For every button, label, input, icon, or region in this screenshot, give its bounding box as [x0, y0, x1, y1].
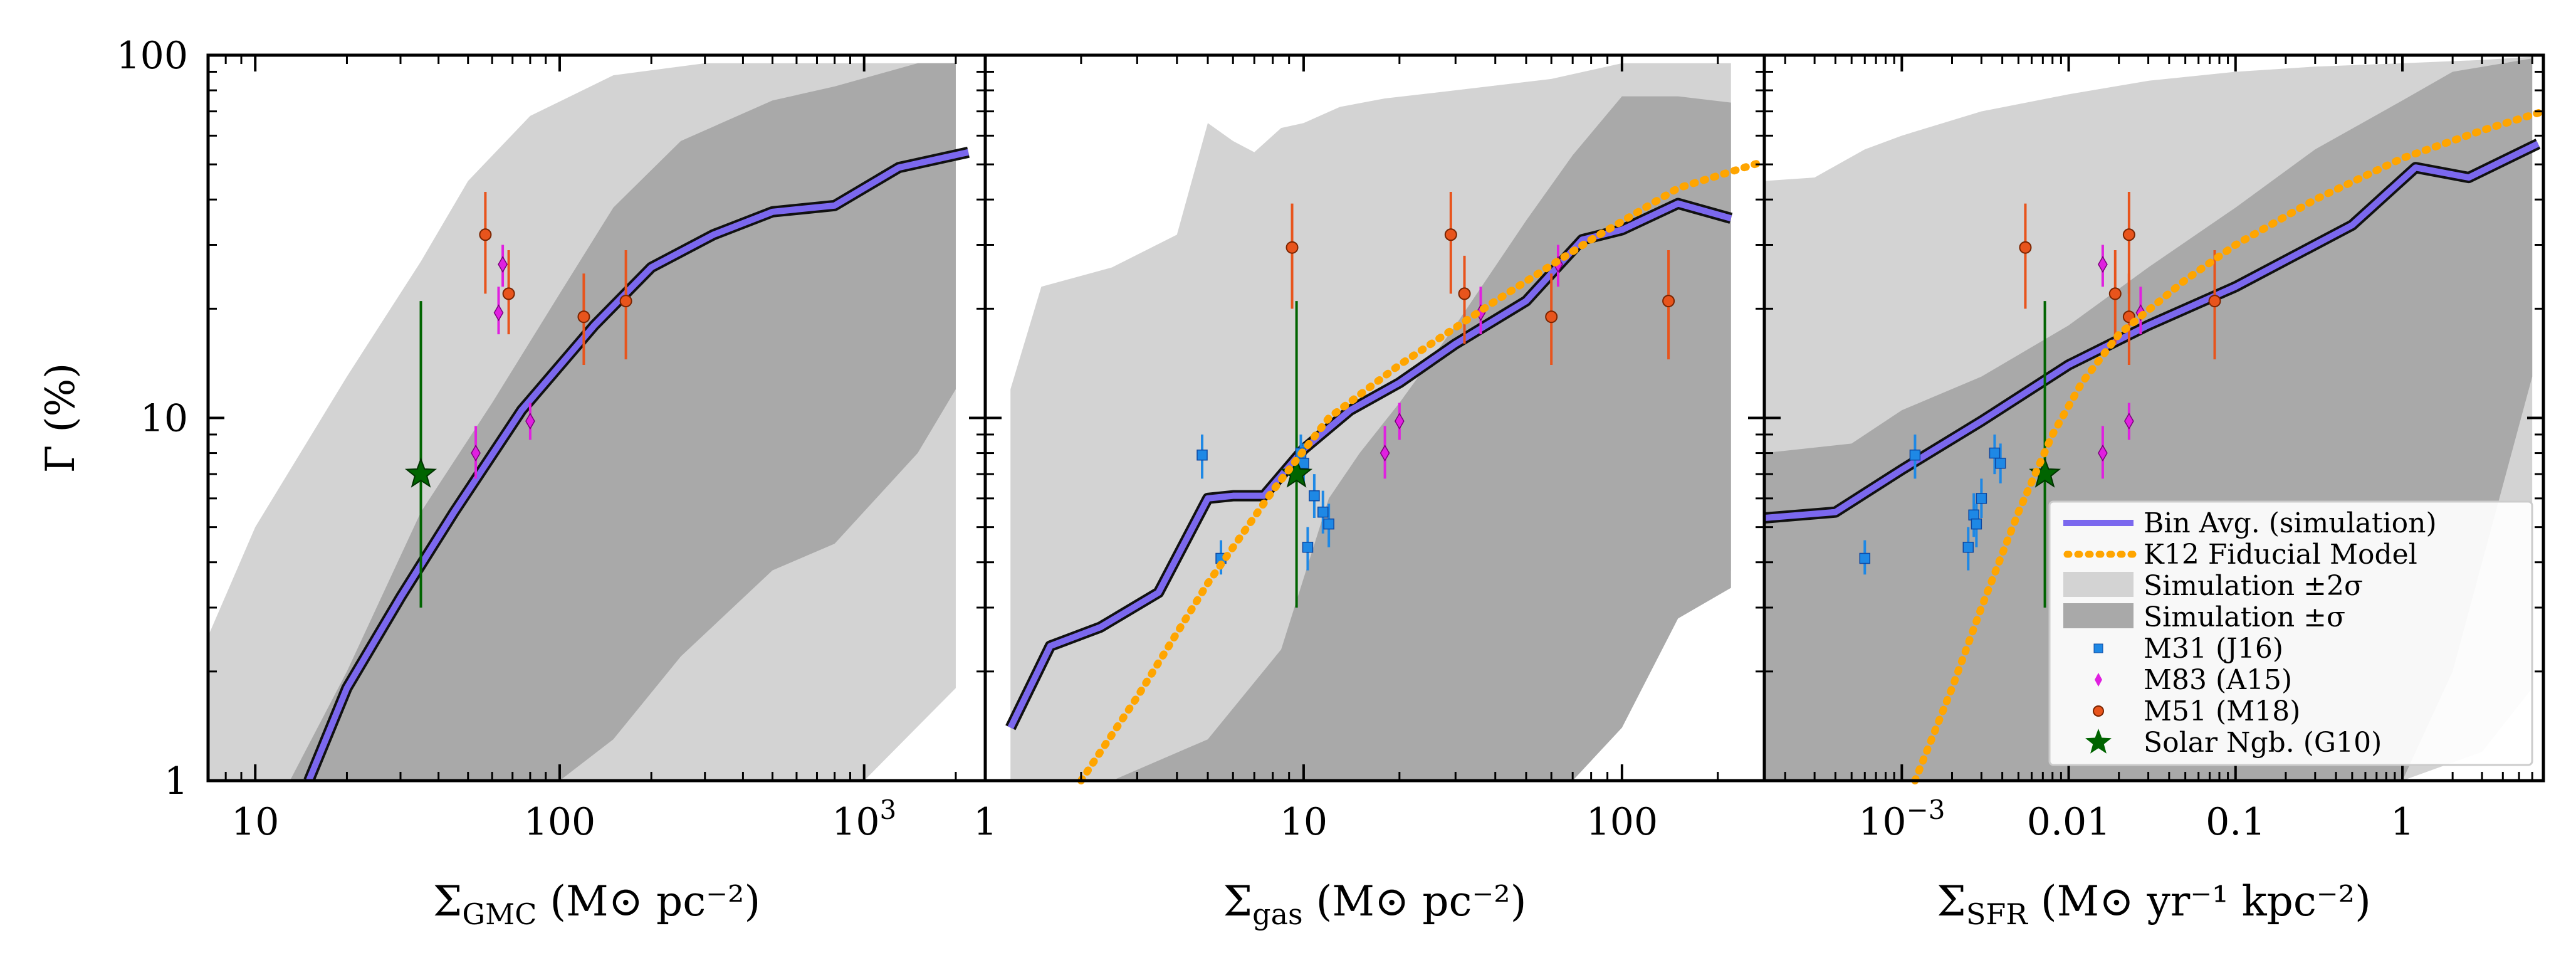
m31-point	[1302, 542, 1314, 553]
m51-point	[2019, 241, 2032, 254]
legend-item-k12: K12 Fiducial Model	[2063, 539, 2417, 571]
plot-area	[1005, 63, 1733, 781]
m51-point	[2122, 228, 2135, 241]
m31-point	[1909, 449, 1921, 461]
x-tick-label: 0.01	[2027, 800, 2111, 844]
x-ticks	[207, 55, 957, 781]
x-tick-label: 10	[1280, 800, 1327, 844]
m51-point	[1545, 310, 1558, 324]
m31-point	[1317, 506, 1329, 518]
band-1sigma	[290, 63, 956, 781]
y-tick-label: 100	[116, 34, 188, 78]
panels: 10 100 103 ΣGMC (M⊙ pc⁻²) 1 10 100 Σgas (M⊙ pc⁻…	[116, 34, 2547, 931]
legend-item-sim2: Simulation ±2σ	[2063, 570, 2363, 602]
m83-point	[493, 304, 504, 322]
panel-gmc: 10 100 103 ΣGMC (M⊙ pc⁻²)	[206, 53, 987, 931]
legend-label: Bin Avg. (simulation)	[2144, 507, 2437, 539]
legend: Bin Avg. (simulation)K12 Fiducial ModelS…	[2048, 500, 2533, 766]
m83-point	[471, 445, 481, 462]
m83-point	[1380, 445, 1390, 462]
legend-box	[2048, 500, 2533, 766]
m31-point	[1323, 518, 1334, 530]
y-tick-labels: 1 10 100	[116, 34, 188, 803]
m31-point	[1196, 449, 1208, 461]
m51-point	[1458, 287, 1471, 300]
legend-diamond-swatch	[2095, 673, 2102, 687]
m83-point	[2123, 413, 2134, 430]
x-tick-label: 10	[231, 800, 279, 844]
m31-point	[1976, 493, 1987, 504]
m83-point	[2098, 445, 2108, 462]
bin-avg-line	[1764, 140, 2540, 521]
x-tick-label: 103	[832, 794, 896, 844]
x-axis-label: ΣSFR (M⊙ yr⁻¹ kpc⁻²)	[1937, 877, 2371, 931]
m83-point	[2098, 256, 2108, 273]
x-tick-label: 10−3	[1858, 794, 1945, 844]
legend-label: Solar Ngb. (G10)	[2144, 727, 2382, 759]
m31-point	[1989, 447, 2001, 459]
legend-label: M51 (M18)	[2144, 695, 2300, 727]
m51-point	[2108, 287, 2122, 300]
m31-point	[1994, 458, 2006, 469]
legend-label: K12 Fiducial Model	[2144, 539, 2417, 571]
m51-point	[1285, 241, 1299, 254]
x-axis-label: ΣGMC (M⊙ pc⁻²)	[433, 877, 761, 931]
panel-gas: 1 10 100 Σgas (M⊙ pc⁻²)	[973, 53, 1768, 931]
x-axis-label: Σgas (M⊙ pc⁻²)	[1223, 877, 1526, 931]
legend-label: Simulation ±σ	[2144, 601, 2345, 633]
x-ticks	[984, 55, 1719, 781]
legend-circle-swatch	[2093, 705, 2104, 717]
x-tick-label: 0.1	[2206, 800, 2265, 844]
y-ticks	[208, 54, 985, 782]
legend-star-swatch	[2085, 729, 2112, 754]
m51-point	[619, 295, 632, 308]
m51-point	[479, 228, 492, 241]
m31-point	[1298, 458, 1309, 469]
x-ticks	[1784, 55, 2545, 781]
legend-square-swatch	[2093, 643, 2103, 653]
m51-point	[2208, 295, 2221, 308]
m83-point	[498, 256, 508, 273]
m51-point	[1444, 228, 1457, 241]
m83-point	[525, 413, 535, 430]
legend-patch-swatch	[2063, 572, 2134, 597]
m51-point	[502, 287, 515, 300]
k12-model-line	[1911, 107, 2547, 784]
m31-point	[1971, 518, 1982, 530]
x-tick-label: 100	[524, 800, 596, 844]
x-tick-label: 1	[973, 800, 997, 844]
solar-point	[404, 457, 437, 488]
m51-point	[1662, 295, 1675, 308]
m31-point	[1309, 490, 1320, 502]
legend-item-m83: M83 (A15)	[2095, 664, 2292, 696]
panel-sfr: 10−3 0.01 0.1 1 ΣSFR (M⊙ yr⁻¹ kpc⁻²)	[1762, 53, 2547, 931]
legend-item-bin_avg: Bin Avg. (simulation)	[2063, 507, 2437, 539]
legend-label: Simulation ±2σ	[2144, 570, 2363, 602]
x-tick-label: 100	[1586, 800, 1658, 844]
legend-item-m31: M31 (J16)	[2093, 633, 2283, 665]
m83-point	[1394, 413, 1405, 430]
legend-label: M83 (A15)	[2144, 664, 2292, 696]
k12-model-line	[1077, 157, 1768, 784]
plot-area	[208, 63, 970, 781]
m31-point	[1962, 542, 1974, 553]
y-ticks	[1764, 54, 2543, 782]
legend-label: M31 (J16)	[2144, 633, 2283, 665]
legend-item-m51: M51 (M18)	[2093, 695, 2300, 727]
y-tick-label: 10	[140, 397, 188, 441]
m31-point	[1859, 552, 1871, 564]
legend-item-solar: Solar Ngb. (G10)	[2085, 727, 2382, 759]
band-1sigma	[1112, 96, 1731, 781]
legend-item-sim1: Simulation ±σ	[2063, 601, 2345, 633]
m51-point	[577, 310, 590, 324]
x-tick-label: 1	[2390, 800, 2414, 844]
legend-patch-swatch	[2063, 603, 2134, 628]
m31-point	[1968, 509, 1979, 521]
y-axis-label: Γ (%)	[38, 363, 84, 473]
y-tick-label: 1	[164, 759, 188, 803]
